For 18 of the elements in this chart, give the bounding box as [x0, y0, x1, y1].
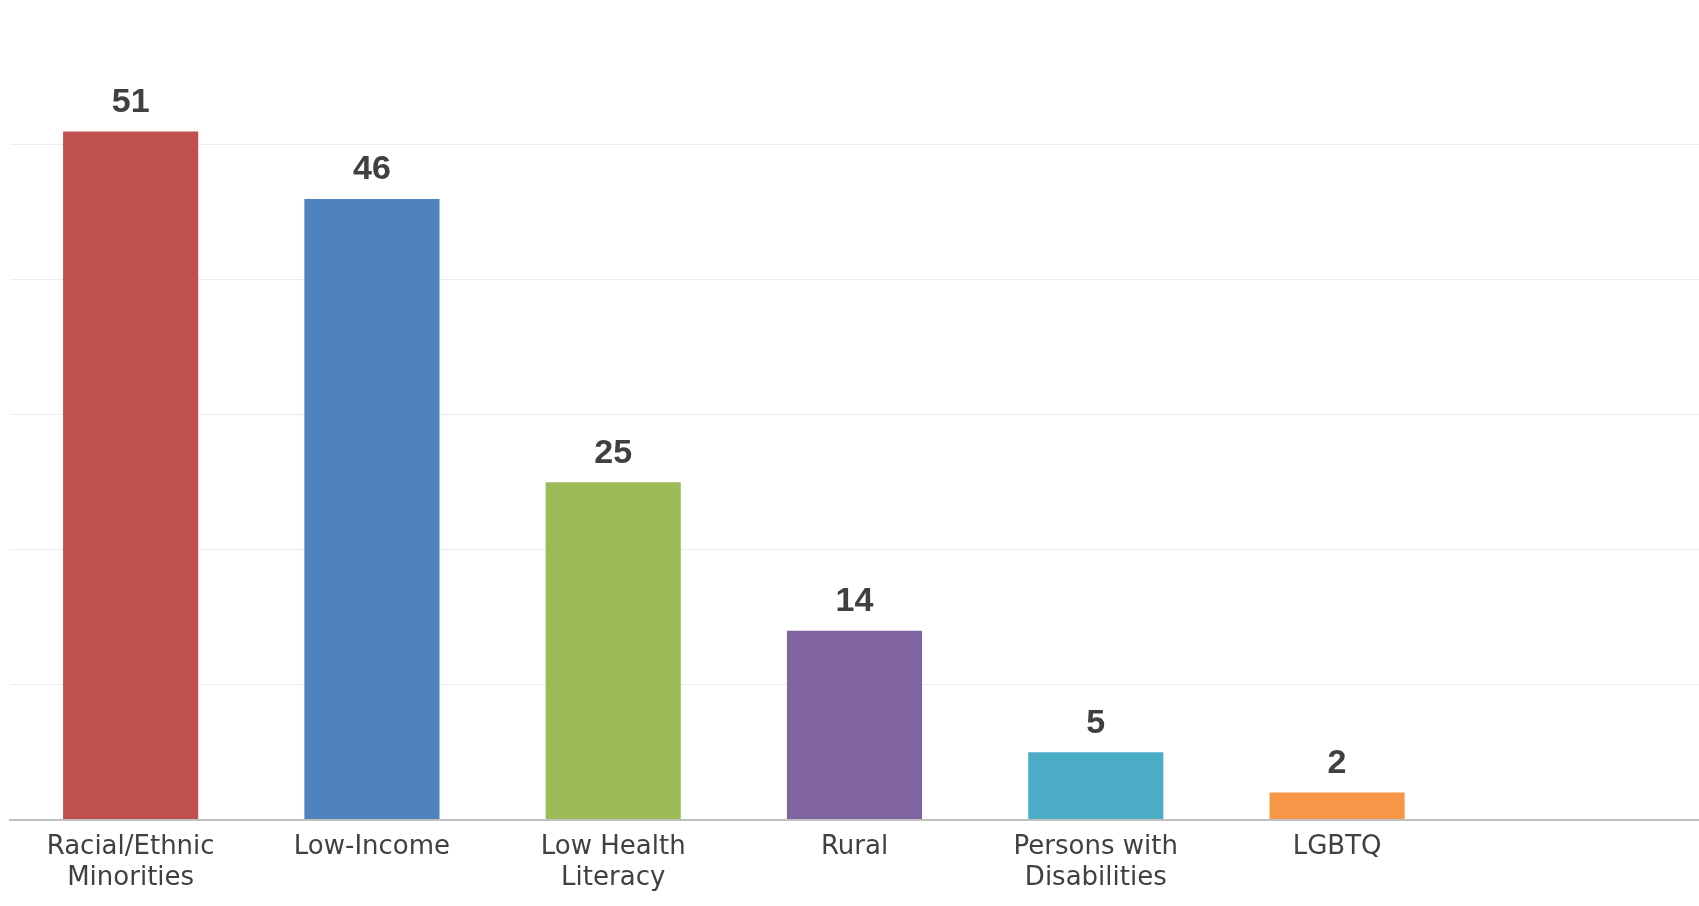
data-label: 25: [594, 431, 633, 470]
x-tick-label: Low-Income: [293, 829, 451, 860]
data-label: 14: [835, 580, 874, 619]
bar: [786, 630, 923, 820]
bar: [1269, 792, 1405, 820]
bar: [1028, 752, 1164, 820]
x-tick-label: LGBTQ: [1292, 829, 1382, 860]
x-tick-label: Low Health Literacy: [540, 829, 686, 892]
data-label: 2: [1327, 741, 1347, 780]
bar: [63, 131, 199, 820]
bar: [304, 198, 440, 820]
data-label: 5: [1086, 701, 1106, 740]
data-label: 51: [111, 80, 150, 119]
bar: [545, 482, 681, 820]
x-tick-label: Racial/Ethnic Minorities: [46, 829, 215, 892]
data-label: 46: [353, 148, 391, 187]
x-tick-label: Persons with Disabilities: [1013, 829, 1178, 892]
x-tick-label: Rural: [820, 829, 889, 860]
